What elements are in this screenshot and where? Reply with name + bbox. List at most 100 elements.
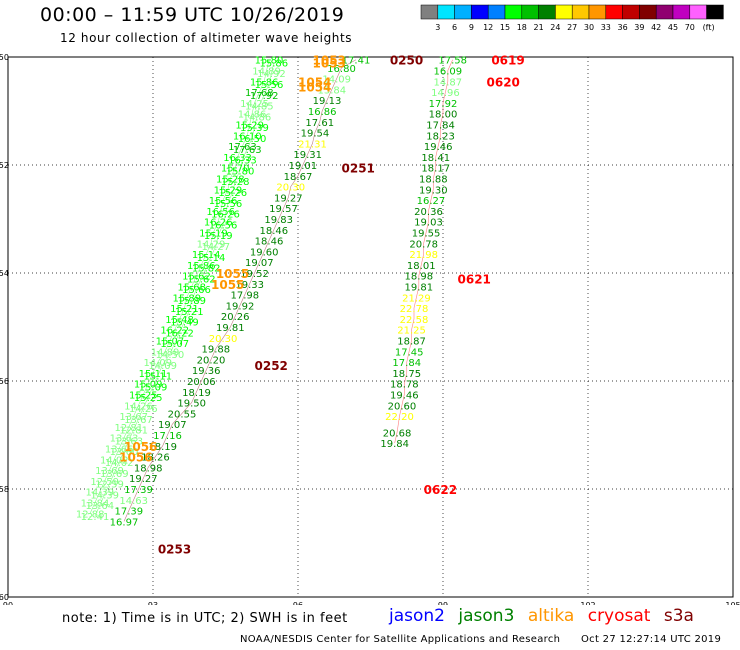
swh-value: 18.88 [419,175,448,186]
swh-value: 19.46 [424,142,453,153]
scale-swatch [504,4,523,20]
y-tick-label: -50 [0,53,9,62]
track-line [123,59,357,522]
time-label: 1056 [124,440,157,454]
swh-value: 14.02 [100,455,129,466]
swh-value: 16.10 [233,131,262,142]
scale-label: 39 [634,23,644,32]
swh-value: 15.21 [175,307,204,318]
swh-value: 15.07 [156,337,185,348]
swh-value: 17.63 [228,142,257,153]
swh-value: 15.89 [173,293,202,304]
swh-value: 16.09 [434,67,463,78]
swh-value: 15.28 [221,177,250,188]
note-text: note: 1) Time is in UTC; 2) SWH is in fe… [62,611,348,626]
swh-value: 17.68 [245,88,274,99]
swh-value: 16.27 [417,196,446,207]
time-label: 1053 [313,56,346,70]
swh-value: 15.14 [197,253,226,264]
swh-value: 17.16 [153,431,182,442]
swh-value: 19.03 [414,218,443,229]
swh-value: 13.69 [100,469,129,480]
scale-swatch [521,4,539,20]
swh-value: 19.88 [202,345,231,356]
swh-value: 17.45 [395,347,424,358]
swh-value: 13.84 [81,499,110,510]
data-marks: 17.5816.0914.8714.9617.9218.0017.8418.23… [76,56,467,529]
swh-value: 19.01 [289,161,318,172]
swh-value: 18.19 [148,442,177,453]
y-tick-label: -58 [0,485,9,494]
swh-value: 14.09 [322,75,351,86]
swh-value: 20.60 [388,401,417,412]
y-tick-label: -54 [0,269,9,278]
swh-value: 20.20 [197,355,226,366]
swh-value: 19.55 [412,229,441,240]
scale-swatch [487,4,506,20]
swh-value: 14.26 [129,404,158,415]
swh-value: 17.61 [305,118,334,129]
legend-jason3: jason3 [458,606,515,626]
track-line [94,62,275,517]
swh-value: 13.63 [115,436,144,447]
swh-value: 19.30 [419,185,448,196]
track-line [394,59,453,444]
time-label: 1054 [298,75,331,89]
scale-swatch [689,4,707,20]
swh-value: 18.98 [405,272,434,283]
scale-swatch [706,4,724,20]
swh-value: 15.09 [134,380,163,391]
swh-value: 15.11 [144,372,173,383]
scale-swatch [655,4,674,20]
swh-value: 16.97 [110,517,139,528]
swh-value: 20.30 [209,334,238,345]
tracks [89,59,453,522]
swh-value: 12.88 [76,509,105,520]
swh-value: 19.13 [313,96,342,107]
footer-timestamp: Oct 27 12:27:14 UTC 2019 [581,634,722,645]
scale-swatch [588,4,607,20]
swh-value: 19.27 [129,474,158,485]
swh-value: 15.19 [204,231,233,242]
swh-value: 16.26 [211,210,240,221]
swh-value: 13.67 [124,415,153,426]
time-label: 1054 [298,81,331,95]
scale-swatch [454,4,472,20]
scale-label: 30 [584,23,594,32]
swh-value: 16.56 [206,207,235,218]
swh-value: 15.25 [129,391,158,402]
swh-value: 14.25 [240,99,269,110]
y-tick-label: -60 [0,593,9,602]
x-tick-label: 96 [293,601,303,605]
swh-value: 17.92 [429,99,458,110]
swh-value: 22.78 [400,304,429,315]
swh-value: 14.92 [257,69,286,80]
swh-value: 21.98 [409,250,438,261]
time-label: 0622 [424,483,457,497]
swh-value: 17.39 [124,485,153,496]
swh-value: 15.07 [160,339,189,350]
time-label: 1056 [119,451,152,465]
swh-value: 16.33 [223,153,252,164]
swh-value: 14.27 [202,242,231,253]
grid-lines [8,57,733,597]
swh-value: 15.66 [182,285,211,296]
swh-value: 20.55 [168,409,197,420]
swh-value: 15.26 [218,188,247,199]
swh-value: 19.81 [405,283,434,294]
swh-value: 16.56 [209,220,238,231]
legend-s3a: s3a [663,606,694,626]
swh-value: 15.25 [134,393,163,404]
swh-value: 18.78 [390,380,419,391]
swh-value: 15.48 [165,315,194,326]
scale-swatch [622,4,640,20]
swh-value: 19.46 [390,391,419,402]
swh-value: 18.23 [426,131,455,142]
swh-value: 17.41 [342,56,371,67]
swh-value: 15.39 [240,123,269,134]
footer-credit: NOAA/NESDIS Center for Satellite Applica… [240,634,561,645]
scale-label: 6 [452,23,457,32]
time-label: 1055 [211,278,244,292]
swh-value: 18.41 [421,153,450,164]
